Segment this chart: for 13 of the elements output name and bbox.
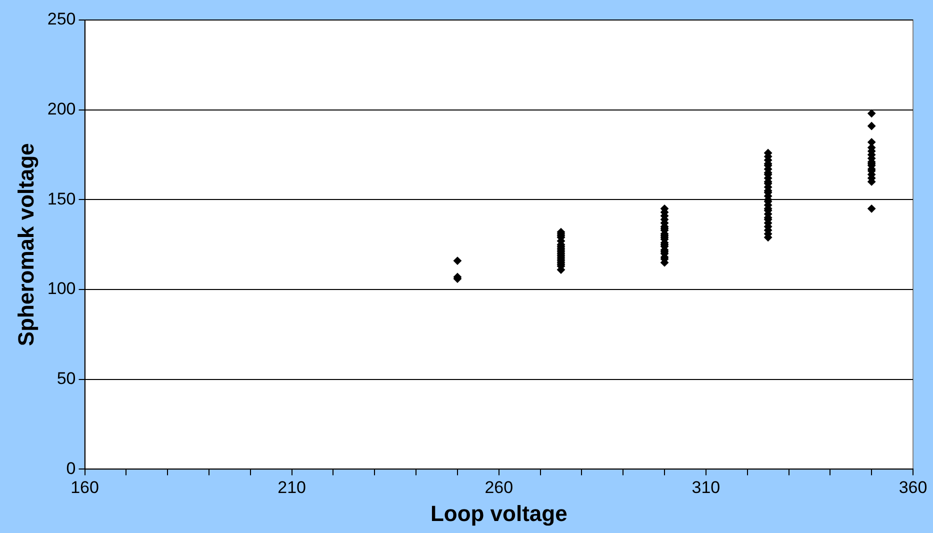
x-tick-label: 260 [484, 478, 514, 498]
y-tick-label: 250 [47, 10, 76, 29]
y-tick-label: 0 [66, 458, 76, 478]
x-tick-label: 160 [70, 478, 99, 498]
y-tick-label: 150 [47, 189, 76, 208]
x-tick-label: 310 [692, 478, 720, 498]
y-tick-label: 200 [47, 100, 76, 119]
x-axis-title: Loop voltage [430, 500, 568, 526]
x-tick-label: 210 [278, 478, 306, 498]
x-tick-label: 360 [898, 478, 928, 498]
y-tick-label: 100 [47, 279, 76, 298]
y-tick-label: 50 [56, 369, 76, 388]
y-axis-title: Spheromak voltage [13, 143, 38, 346]
